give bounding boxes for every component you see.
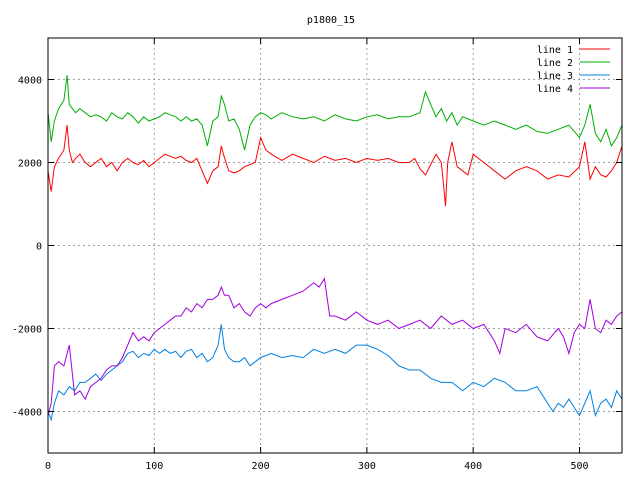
legend-label: line 3	[537, 71, 573, 82]
x-tick-label: 500	[570, 461, 588, 472]
x-tick-label: 200	[252, 461, 270, 472]
series-group	[47, 75, 623, 422]
legend: line 1 line 2 line 3 line 4	[537, 45, 610, 95]
y-tick-label: 0	[36, 242, 42, 253]
series-line-4	[47, 277, 623, 416]
y-tick-label: -4000	[12, 408, 42, 419]
x-tick-label: 300	[358, 461, 376, 472]
legend-label: line 4	[537, 84, 573, 95]
y-tick-label: -2000	[12, 325, 42, 336]
x-tick-label: 0	[45, 461, 51, 472]
series-line-1	[47, 125, 623, 207]
legend-label: line 2	[537, 58, 573, 69]
x-tick-label: 100	[145, 461, 163, 472]
chart-title: p1800_15	[307, 15, 355, 26]
series-line-2	[47, 75, 623, 151]
legend-label: line 1	[537, 45, 573, 56]
axis-ticks: 0 100 200 300 400 500 -4000 -2000 0 2000 4000	[12, 38, 622, 472]
y-tick-label: 4000	[18, 76, 42, 87]
y-tick-label: 2000	[18, 159, 42, 170]
grid-lines	[48, 38, 622, 453]
series-line-3	[47, 324, 623, 422]
x-tick-label: 400	[464, 461, 482, 472]
